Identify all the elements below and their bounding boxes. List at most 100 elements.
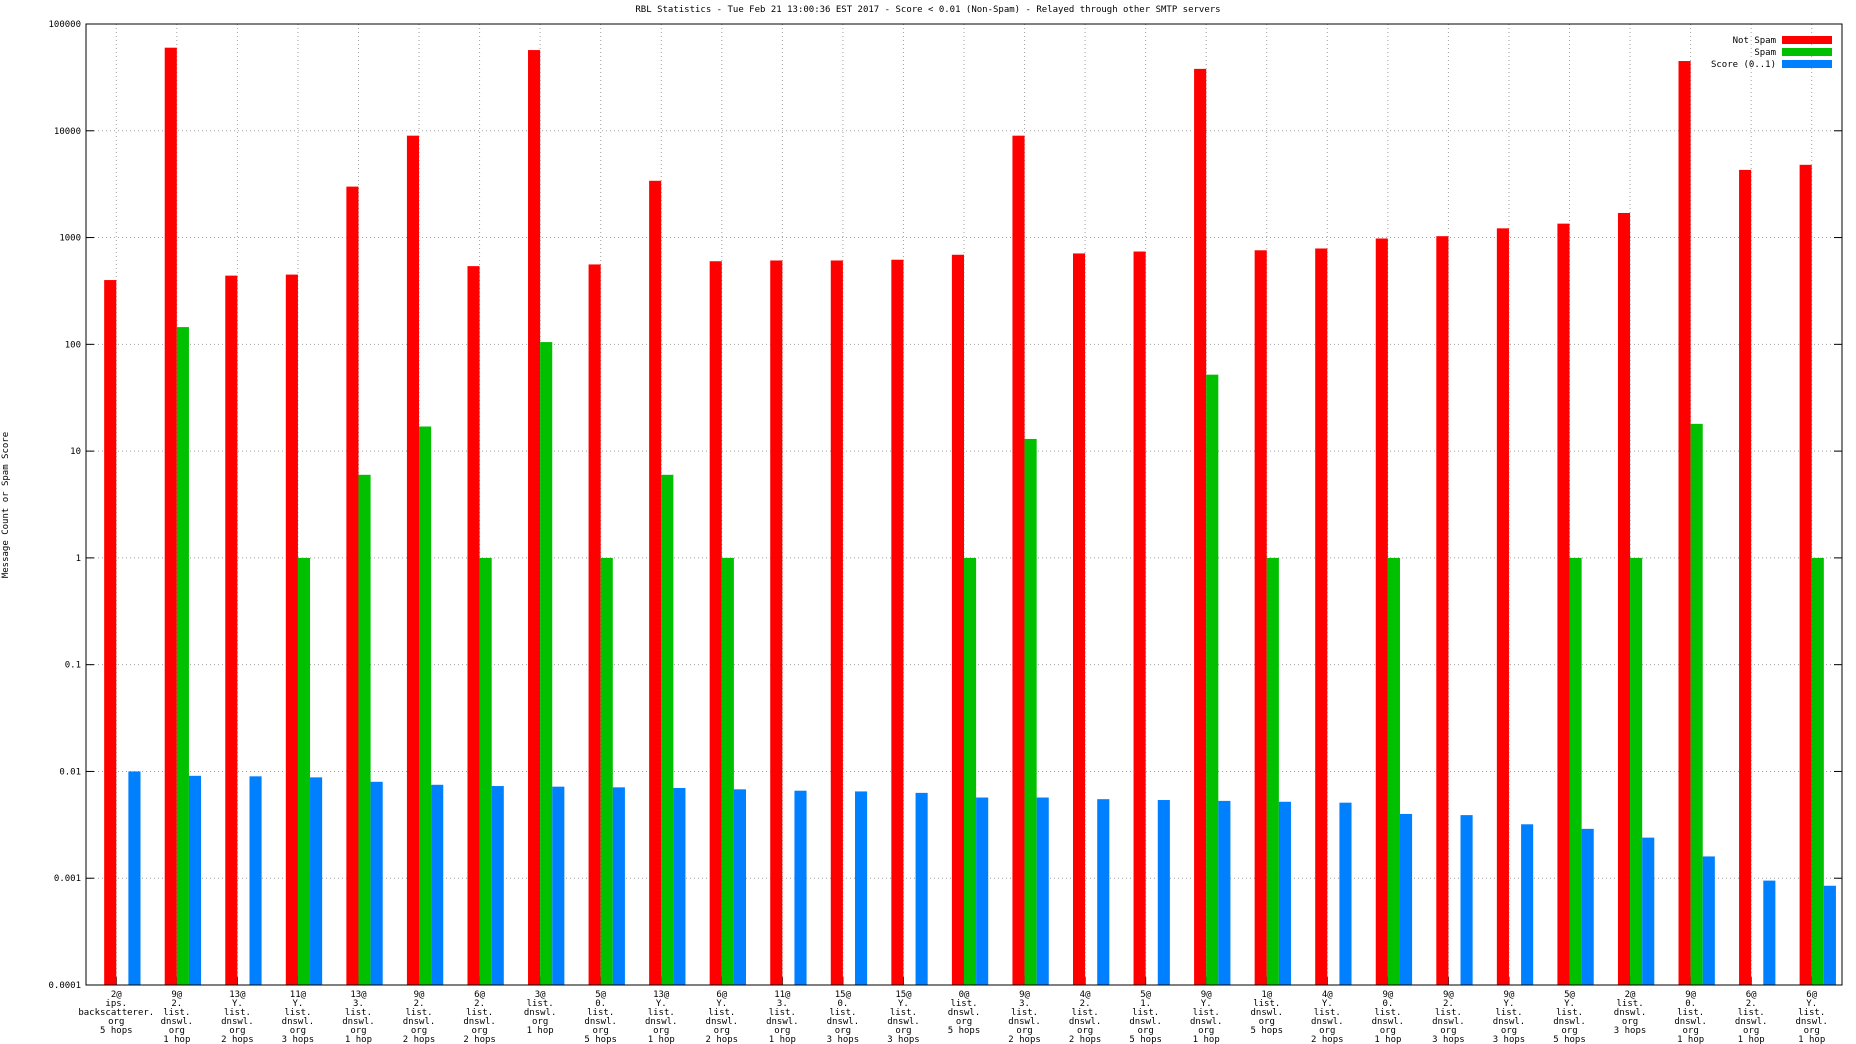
x-tick-label: list. bbox=[648, 1008, 675, 1018]
x-tick-label: 2. bbox=[1443, 999, 1454, 1009]
bar bbox=[855, 791, 868, 985]
y-tick-label: 0.1 bbox=[65, 661, 81, 671]
x-tick-label: 2 hops bbox=[403, 1035, 436, 1044]
bar bbox=[612, 787, 625, 985]
bar bbox=[1581, 828, 1594, 985]
x-tick-label: 13@ bbox=[229, 990, 246, 1000]
chart-title: RBL Statistics - Tue Feb 21 13:00:36 EST… bbox=[635, 5, 1220, 15]
bar bbox=[1194, 68, 1207, 986]
x-tick-label: org bbox=[471, 1026, 487, 1036]
bar bbox=[1399, 813, 1413, 985]
x-tick-label: org bbox=[411, 1026, 427, 1036]
x-tick-label: org bbox=[1622, 1017, 1638, 1027]
x-tick-label: 9@ bbox=[414, 990, 425, 1000]
x-tick-label: 3@ bbox=[535, 990, 546, 1000]
bar bbox=[1387, 557, 1400, 985]
x-tick-label: org bbox=[1743, 1026, 1759, 1036]
x-tick-label: list. bbox=[527, 999, 554, 1009]
bar bbox=[249, 776, 262, 985]
y-tick-label: 0.0001 bbox=[48, 981, 81, 991]
x-tick-label: list. bbox=[1132, 1008, 1159, 1018]
x-tick-label: 4@ bbox=[1322, 990, 1333, 1000]
x-tick-label: list. bbox=[1495, 1008, 1522, 1018]
x-tick-label: list. bbox=[769, 1008, 796, 1018]
x-tick-label: 6@ bbox=[1746, 990, 1757, 1000]
bar bbox=[467, 266, 480, 985]
bar bbox=[770, 260, 783, 986]
bar bbox=[951, 254, 964, 986]
x-tick-label: 1 hop bbox=[1677, 1035, 1704, 1044]
x-tick-label: 1 hop bbox=[1738, 1035, 1765, 1044]
bar bbox=[976, 797, 989, 985]
x-tick-label: 6@ bbox=[1806, 990, 1817, 1000]
x-tick-label: 3. bbox=[777, 999, 788, 1009]
x-tick-label: dnswl. bbox=[342, 1017, 375, 1027]
x-tick-label: 9@ bbox=[1019, 990, 1030, 1000]
x-tick-label: list. bbox=[1314, 1008, 1341, 1018]
x-tick-label: 1 hop bbox=[163, 1035, 190, 1044]
bar bbox=[1157, 800, 1170, 985]
x-tick-label: list. bbox=[1072, 1008, 1099, 1018]
bar bbox=[431, 784, 444, 985]
x-tick-label: dnswl. bbox=[1008, 1017, 1041, 1027]
x-tick-label: 2. bbox=[171, 999, 182, 1009]
y-axis-label: Message Count or Spam Score bbox=[1, 432, 11, 578]
bar bbox=[128, 771, 141, 985]
x-tick-label: Y. bbox=[1322, 999, 1333, 1009]
y-tick-label: 0.01 bbox=[59, 767, 81, 777]
x-tick-label: org bbox=[1501, 1026, 1517, 1036]
bar bbox=[830, 260, 843, 986]
x-tick-label: 9@ bbox=[1382, 990, 1393, 1000]
x-tick-label: 2 hops bbox=[463, 1035, 496, 1044]
y-tick-label: 0.001 bbox=[54, 874, 81, 884]
y-tick-label: 1000 bbox=[59, 234, 81, 244]
bar bbox=[1436, 236, 1449, 986]
x-tick-label: 5@ bbox=[595, 990, 606, 1000]
x-tick-label: list. bbox=[1374, 1008, 1401, 1018]
x-tick-label: 1 hop bbox=[345, 1035, 372, 1044]
x-tick-label: dnswl. bbox=[948, 1008, 981, 1018]
bar bbox=[964, 557, 977, 985]
x-tick-label: dnswl. bbox=[403, 1017, 436, 1027]
legend-label: Score (0..1) bbox=[1711, 60, 1776, 70]
legend-label: Not Spam bbox=[1733, 36, 1776, 46]
x-tick-label: list. bbox=[1193, 1008, 1220, 1018]
x-tick-label: dnswl. bbox=[1735, 1017, 1768, 1027]
x-tick-label: 0. bbox=[1382, 999, 1393, 1009]
x-tick-label: 9@ bbox=[1443, 990, 1454, 1000]
x-tick-label: 5@ bbox=[1140, 990, 1151, 1000]
x-tick-label: 11@ bbox=[290, 990, 307, 1000]
legend-swatch bbox=[1782, 48, 1832, 56]
bar bbox=[225, 275, 238, 985]
x-tick-label: dnswl. bbox=[1674, 1017, 1707, 1027]
bar bbox=[552, 786, 565, 985]
x-tick-label: org bbox=[1016, 1026, 1032, 1036]
bar bbox=[1702, 856, 1715, 985]
bar bbox=[1642, 837, 1655, 985]
x-tick-label: list. bbox=[284, 1008, 311, 1018]
x-tick-label: 5 hops bbox=[948, 1026, 981, 1036]
x-tick-label: dnswl. bbox=[1311, 1017, 1344, 1027]
x-tick-label: list. bbox=[1556, 1008, 1583, 1018]
bar bbox=[1739, 169, 1752, 985]
bar bbox=[1097, 799, 1110, 985]
plot-frame bbox=[85, 23, 1843, 986]
x-tick-label: list. bbox=[587, 1008, 614, 1018]
x-tick-label: 2. bbox=[474, 999, 485, 1009]
x-tick-label: 3 hops bbox=[887, 1035, 920, 1044]
y-tick-label: 100000 bbox=[48, 20, 81, 30]
y-tick-label: 10000 bbox=[54, 127, 81, 137]
bar bbox=[1521, 824, 1534, 985]
bar bbox=[649, 180, 662, 985]
legend-label: Spam bbox=[1754, 48, 1776, 58]
bar bbox=[419, 426, 432, 985]
x-tick-label: org bbox=[1138, 1026, 1154, 1036]
x-tick-label: 2. bbox=[1746, 999, 1757, 1009]
x-tick-label: 3 hops bbox=[1493, 1035, 1526, 1044]
bar bbox=[1254, 250, 1267, 986]
x-tick-label: 5 hops bbox=[1553, 1035, 1586, 1044]
x-tick-label: org bbox=[108, 1017, 124, 1027]
x-tick-label: backscatterer. bbox=[78, 1008, 154, 1018]
y-tick-label: 100 bbox=[65, 340, 81, 350]
